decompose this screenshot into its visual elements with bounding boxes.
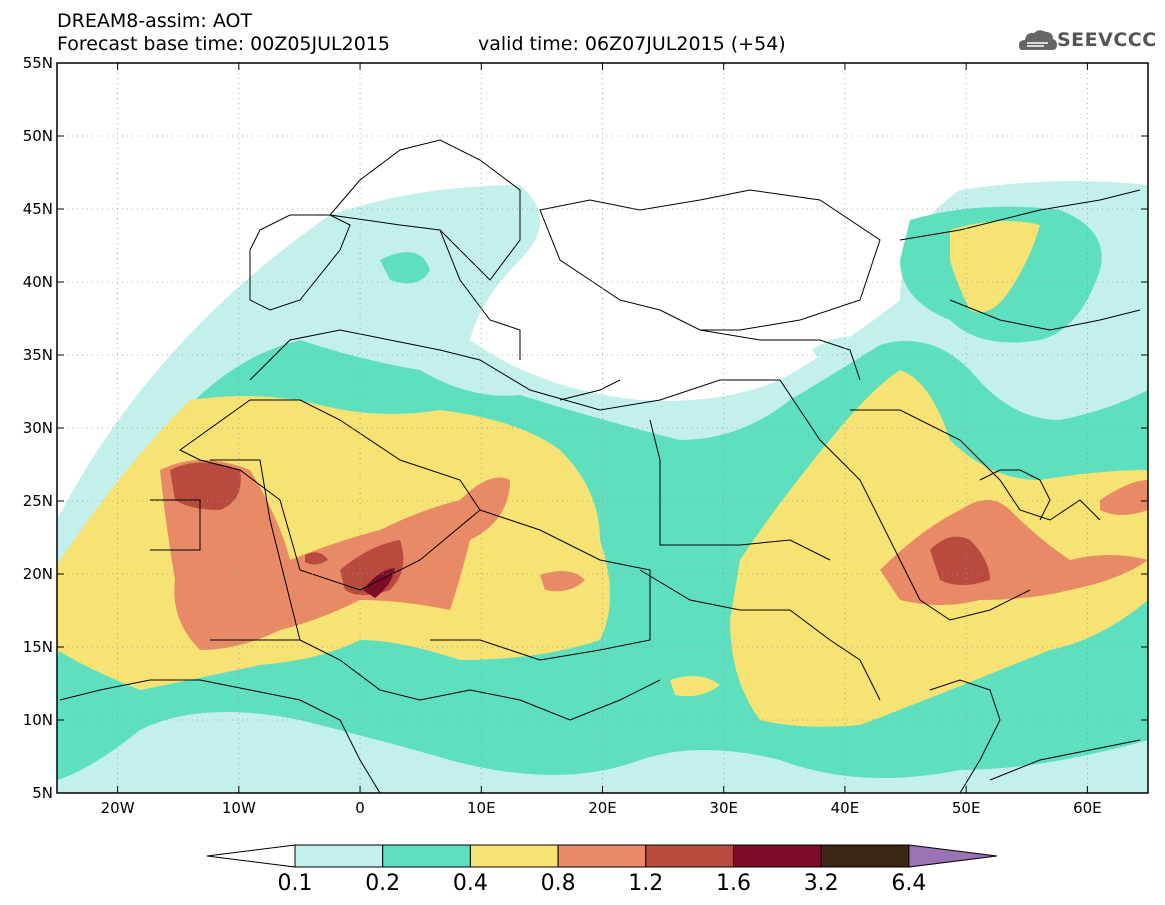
lon-tick-label: 30E	[709, 799, 738, 817]
lat-tick-label: 20N	[23, 565, 53, 583]
lon-tick-label: 60E	[1073, 799, 1102, 817]
lon-tick-label: 20W	[101, 799, 135, 817]
lon-tick-label: 0	[355, 799, 365, 817]
colorbar-level-label: 0.4	[452, 871, 488, 896]
colorbar-swatch	[469, 844, 559, 868]
colorbar-max-arrow	[908, 844, 997, 868]
cloud-logo-icon	[1019, 30, 1057, 50]
lat-tick-label: 50N	[23, 127, 53, 145]
colorbar-level-label: 1.6	[716, 871, 751, 896]
graticule	[57, 63, 1148, 793]
colorbar	[206, 844, 997, 868]
lat-tick-label: 15N	[23, 638, 53, 656]
lat-tick-label: 40N	[23, 273, 53, 291]
lat-tick-label: 25N	[23, 492, 53, 510]
lat-tick-label: 55N	[23, 54, 53, 72]
colorbar-level-label: 3.2	[803, 871, 839, 896]
lat-tick-label: 5N	[32, 784, 53, 802]
forecast-base-time: Forecast base time: 00Z05JUL2015	[57, 33, 390, 55]
lon-tick-label: 50E	[952, 799, 981, 817]
colorbar-level-label: 0.2	[365, 871, 401, 896]
valid-time: valid time: 06Z07JUL2015 (+54)	[478, 33, 786, 55]
colorbar-min-arrow	[206, 844, 296, 868]
lon-tick-label: 10E	[467, 799, 496, 817]
colorbar-swatch	[294, 844, 384, 868]
lat-tick-label: 10N	[23, 711, 53, 729]
colorbar-level-label: 0.1	[277, 871, 313, 896]
lat-tick-label: 45N	[23, 200, 53, 218]
colorbar-swatch	[557, 844, 647, 868]
lat-tick-label: 30N	[23, 419, 53, 437]
lon-tick-label: 10W	[222, 799, 256, 817]
colorbar-level-label: 0.8	[540, 871, 576, 896]
country-borders	[59, 139, 1141, 793]
colorbar-swatch	[645, 844, 734, 868]
colorbar-swatch	[733, 844, 822, 868]
colorbar-swatch	[820, 844, 910, 868]
colorbar-level-label: 6.4	[891, 871, 927, 896]
colorbar-swatch	[382, 844, 471, 868]
logo-text: SEEVCCC	[1057, 29, 1157, 51]
lat-tick-label: 35N	[23, 346, 53, 364]
lon-tick-label: 20E	[588, 799, 617, 817]
colorbar-level-label: 1.2	[628, 871, 664, 896]
lon-tick-label: 40E	[831, 799, 860, 817]
map-title: DREAM8-assim: AOT	[57, 10, 253, 32]
aot-field-1.6-3.2	[363, 568, 395, 598]
